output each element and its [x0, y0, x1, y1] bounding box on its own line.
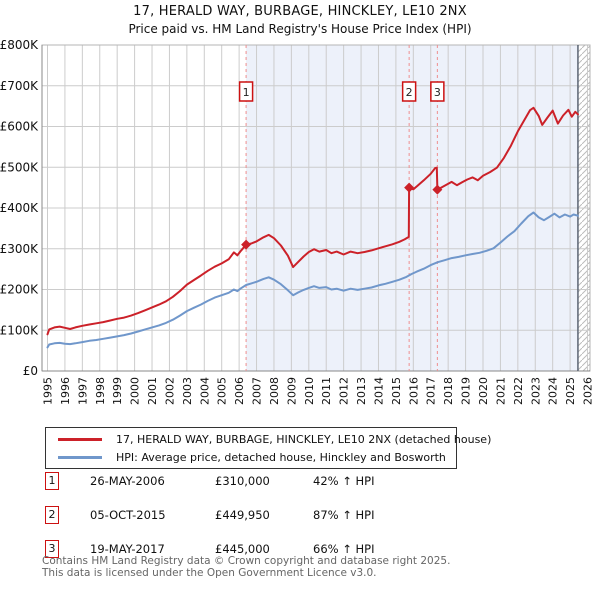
svg-text:£500K: £500K: [0, 160, 39, 174]
svg-text:2025: 2025: [564, 377, 577, 405]
transaction-number-badge: 2: [45, 506, 59, 524]
property-line-swatch: [58, 437, 102, 441]
page-subtitle: Price paid vs. HM Land Registry's House …: [128, 22, 472, 36]
legend-item-hpi: HPI: Average price, detached house, Hinc…: [46, 450, 456, 464]
svg-text:£800K: £800K: [0, 38, 39, 52]
transaction-hpi-delta: 42% ↑ HPI: [313, 474, 375, 488]
transaction-price: £449,950: [215, 508, 270, 522]
svg-text:2023: 2023: [529, 377, 542, 405]
price-chart: 1 2 3 £0 £100K £200K £300K £400K £500K £600K £700K…: [0, 38, 595, 405]
legend-label-property: 17, HERALD WAY, BURBAGE, HINCKLEY, LE10 …: [116, 432, 492, 446]
page-title: 17, HERALD WAY, BURBAGE, HINCKLEY, LE10 …: [133, 4, 467, 19]
svg-text:2001: 2001: [146, 377, 159, 405]
svg-text:2: 2: [406, 86, 413, 99]
svg-text:2015: 2015: [390, 377, 403, 405]
svg-text:£400K: £400K: [0, 201, 39, 215]
svg-text:2012: 2012: [338, 377, 351, 405]
svg-text:2013: 2013: [355, 377, 368, 405]
svg-text:2010: 2010: [303, 377, 316, 405]
svg-text:2005: 2005: [216, 377, 229, 405]
svg-text:1996: 1996: [59, 377, 72, 405]
chart-legend: 17, HERALD WAY, BURBAGE, HINCKLEY, LE10 …: [45, 427, 491, 469]
transaction-price: £310,000: [215, 474, 270, 488]
svg-text:£100K: £100K: [0, 323, 39, 337]
transaction-number-badge: 1: [45, 472, 59, 490]
svg-text:2006: 2006: [233, 377, 246, 405]
svg-text:2021: 2021: [494, 377, 507, 405]
transaction-date: 19-MAY-2017: [90, 542, 165, 556]
svg-text:2018: 2018: [442, 377, 455, 405]
svg-text:2026: 2026: [582, 377, 595, 405]
svg-text:2024: 2024: [547, 377, 560, 405]
svg-text:2016: 2016: [407, 377, 420, 405]
transaction-row: 3 19-MAY-2017 £445,000 66% ↑ HPI: [0, 540, 600, 560]
svg-text:1998: 1998: [94, 377, 107, 405]
svg-text:£300K: £300K: [0, 242, 39, 256]
footer-line2: This data is licensed under the Open Gov…: [42, 566, 377, 579]
transaction-date: 05-OCT-2015: [90, 508, 166, 522]
svg-text:1999: 1999: [111, 377, 124, 405]
svg-text:1: 1: [243, 86, 250, 99]
svg-text:2022: 2022: [512, 377, 525, 405]
svg-text:2007: 2007: [251, 377, 264, 405]
svg-text:2008: 2008: [268, 377, 281, 405]
svg-text:£600K: £600K: [0, 120, 39, 134]
svg-text:£0: £0: [23, 364, 38, 378]
svg-text:1997: 1997: [76, 377, 89, 405]
svg-text:2004: 2004: [198, 377, 211, 405]
svg-text:2011: 2011: [320, 377, 333, 405]
svg-text:2014: 2014: [372, 377, 385, 405]
transaction-date: 26-MAY-2006: [90, 474, 165, 488]
svg-text:2003: 2003: [181, 377, 194, 405]
legend-item-property: 17, HERALD WAY, BURBAGE, HINCKLEY, LE10 …: [46, 432, 491, 446]
transaction-hpi-delta: 66% ↑ HPI: [313, 542, 375, 556]
svg-text:£200K: £200K: [0, 283, 39, 297]
transaction-row: 2 05-OCT-2015 £449,950 87% ↑ HPI: [0, 506, 600, 526]
svg-text:2000: 2000: [129, 377, 142, 405]
svg-text:2017: 2017: [425, 377, 438, 405]
svg-text:2002: 2002: [163, 377, 176, 405]
transaction-hpi-delta: 87% ↑ HPI: [313, 508, 375, 522]
svg-text:2019: 2019: [460, 377, 473, 405]
legend-label-hpi: HPI: Average price, detached house, Hinc…: [116, 450, 446, 464]
transaction-number-badge: 3: [45, 540, 59, 558]
svg-text:2009: 2009: [285, 377, 298, 405]
svg-text:2020: 2020: [477, 377, 490, 405]
hpi-line-swatch: [58, 455, 102, 459]
svg-text:£700K: £700K: [0, 79, 39, 93]
svg-text:3: 3: [434, 86, 441, 99]
transaction-price: £445,000: [215, 542, 270, 556]
footer-line1: Contains HM Land Registry data © Crown c…: [42, 555, 451, 567]
license-footer: Contains HM Land Registry data © Crown c…: [42, 555, 451, 579]
transaction-row: 1 26-MAY-2006 £310,000 42% ↑ HPI: [0, 472, 600, 492]
svg-text:1995: 1995: [42, 377, 55, 405]
